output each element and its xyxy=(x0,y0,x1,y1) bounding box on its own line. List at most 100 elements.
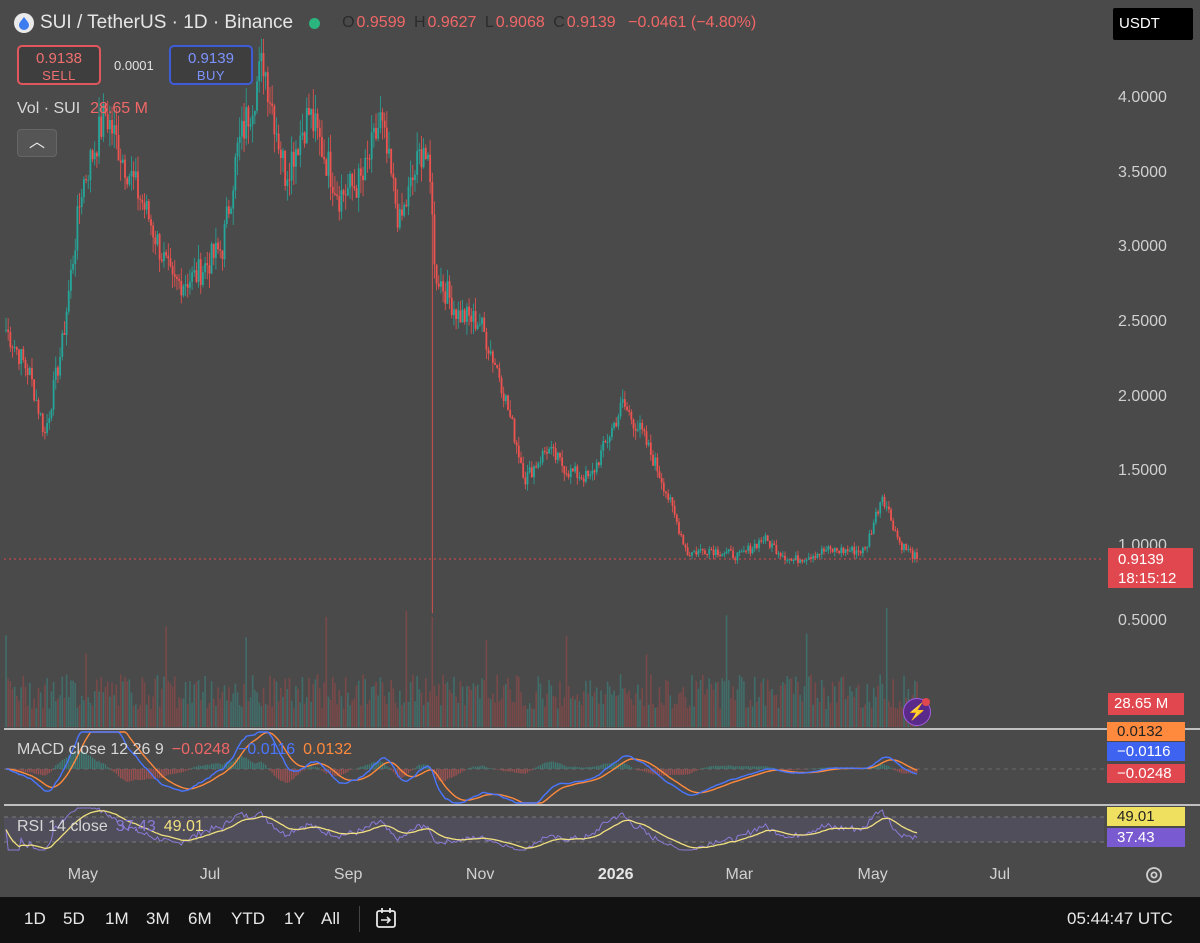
candle-body xyxy=(907,548,910,550)
macd-histogram-bar xyxy=(195,766,198,769)
candle-body xyxy=(433,214,436,265)
macd-histogram-bar xyxy=(528,769,531,771)
candle-body xyxy=(152,225,155,238)
collapse-legend-button[interactable]: ︿ xyxy=(17,129,57,157)
candle-body xyxy=(768,540,771,548)
candle-body xyxy=(355,188,358,198)
candle-body xyxy=(613,422,615,428)
volume-bar xyxy=(370,686,373,727)
volume-bar xyxy=(782,682,784,727)
volume-bar xyxy=(420,692,423,727)
macd-histogram-bar xyxy=(59,762,61,769)
macd-histogram-bar xyxy=(169,769,172,775)
volume-bar xyxy=(786,676,788,727)
volume-bar xyxy=(468,686,470,727)
buy-button[interactable]: 0.9139 BUY xyxy=(169,45,253,85)
volume-bar xyxy=(344,677,347,727)
candle-body xyxy=(727,549,730,552)
macd-histogram-bar xyxy=(886,765,888,769)
candle-body xyxy=(851,546,853,551)
candle-body xyxy=(398,209,401,228)
candle-body xyxy=(669,497,672,500)
range-button-1m[interactable]: 1M xyxy=(105,909,129,928)
volume-bar xyxy=(738,674,741,727)
volume-bar xyxy=(526,708,529,727)
range-button-1y[interactable]: 1Y xyxy=(284,909,305,928)
macd-histogram-bar xyxy=(414,768,416,769)
candle-body xyxy=(258,61,261,82)
candle-body xyxy=(334,193,336,195)
range-button-5d[interactable]: 5D xyxy=(63,909,85,928)
macd-histogram-bar xyxy=(611,763,613,769)
volume-bar xyxy=(500,698,503,727)
macd-histogram-bar xyxy=(738,766,741,769)
macd-histogram-bar xyxy=(182,769,185,772)
range-button-3m[interactable]: 3M xyxy=(146,909,170,928)
volume-bar xyxy=(314,679,317,727)
volume-legend[interactable]: Vol · SUI 28.65 M xyxy=(17,100,148,118)
macd-histogram-bar xyxy=(613,763,615,769)
volume-bar xyxy=(589,680,592,727)
candle-body xyxy=(466,306,468,322)
macd-histogram-bar xyxy=(20,769,22,772)
candle-body xyxy=(463,309,466,322)
volume-bar xyxy=(582,691,585,727)
clock-readout[interactable]: 05:44:47 UTC xyxy=(1067,909,1173,928)
macd-histogram-bar xyxy=(477,766,479,769)
macd-histogram-bar xyxy=(35,769,37,774)
volume-bar xyxy=(753,676,756,727)
symbol-title[interactable]: SUI / TetherUS · 1D · Binance xyxy=(40,12,294,33)
macd-histogram-bar xyxy=(658,769,661,776)
volume-bar xyxy=(665,679,667,727)
macd-histogram-bar xyxy=(600,764,602,769)
go-to-date-icon[interactable] xyxy=(374,906,398,930)
last-price-tag: 0.9139 18:15:12 xyxy=(1108,548,1193,588)
macd-histogram-bar xyxy=(24,769,27,773)
sell-button[interactable]: 0.9138 SELL xyxy=(17,45,101,85)
candle-body xyxy=(524,477,527,485)
volume-bar xyxy=(377,695,379,727)
volume-bar xyxy=(128,679,131,727)
candle-body xyxy=(788,559,791,561)
macd-legend[interactable]: MACD close 12 26 9 −0.0248 −0.0116 0.0132 xyxy=(17,741,352,759)
volume-bar xyxy=(686,707,689,727)
volume-bar xyxy=(72,680,74,727)
rsi-legend[interactable]: RSI 14 close 37.43 49.01 xyxy=(17,818,204,836)
candle-body xyxy=(427,154,429,159)
macd-histogram-bar xyxy=(226,761,228,769)
candle-body xyxy=(396,203,399,228)
volume-bar xyxy=(418,689,421,727)
macd-histogram-bar xyxy=(550,761,553,769)
range-button-1d[interactable]: 1D xyxy=(24,909,46,928)
currency-selector[interactable]: USDT xyxy=(1113,8,1193,40)
volume-bar xyxy=(734,700,737,727)
range-button-6m[interactable]: 6M xyxy=(188,909,212,928)
macd-histogram-bar xyxy=(210,763,213,769)
volume-bar xyxy=(267,704,269,727)
candle-body xyxy=(554,448,557,460)
macd-histogram-bar xyxy=(104,764,107,769)
volume-bar xyxy=(654,707,656,727)
price-candles xyxy=(5,38,918,614)
volume-bar xyxy=(392,688,395,727)
candle-body xyxy=(766,535,769,541)
volume-bar xyxy=(132,705,135,727)
candle-body xyxy=(372,127,375,133)
macd-histogram-bar xyxy=(46,769,48,775)
volume-bar xyxy=(327,696,330,727)
volume-bar xyxy=(457,702,460,727)
macd-histogram-bar xyxy=(650,769,652,774)
volume-bar xyxy=(489,699,492,727)
candle-body xyxy=(353,185,356,189)
settings-gear-icon[interactable] xyxy=(1143,864,1165,886)
range-button-ytd[interactable]: YTD xyxy=(231,909,265,928)
candle-body xyxy=(489,351,492,354)
macd-histogram-bar xyxy=(295,769,297,777)
candle-body xyxy=(26,368,29,376)
macd-histogram-bar xyxy=(652,769,654,775)
macd-histogram-bar xyxy=(628,765,630,769)
range-button-all[interactable]: All xyxy=(321,909,340,928)
candle-body xyxy=(390,148,393,174)
macd-histogram-bar xyxy=(98,761,100,769)
